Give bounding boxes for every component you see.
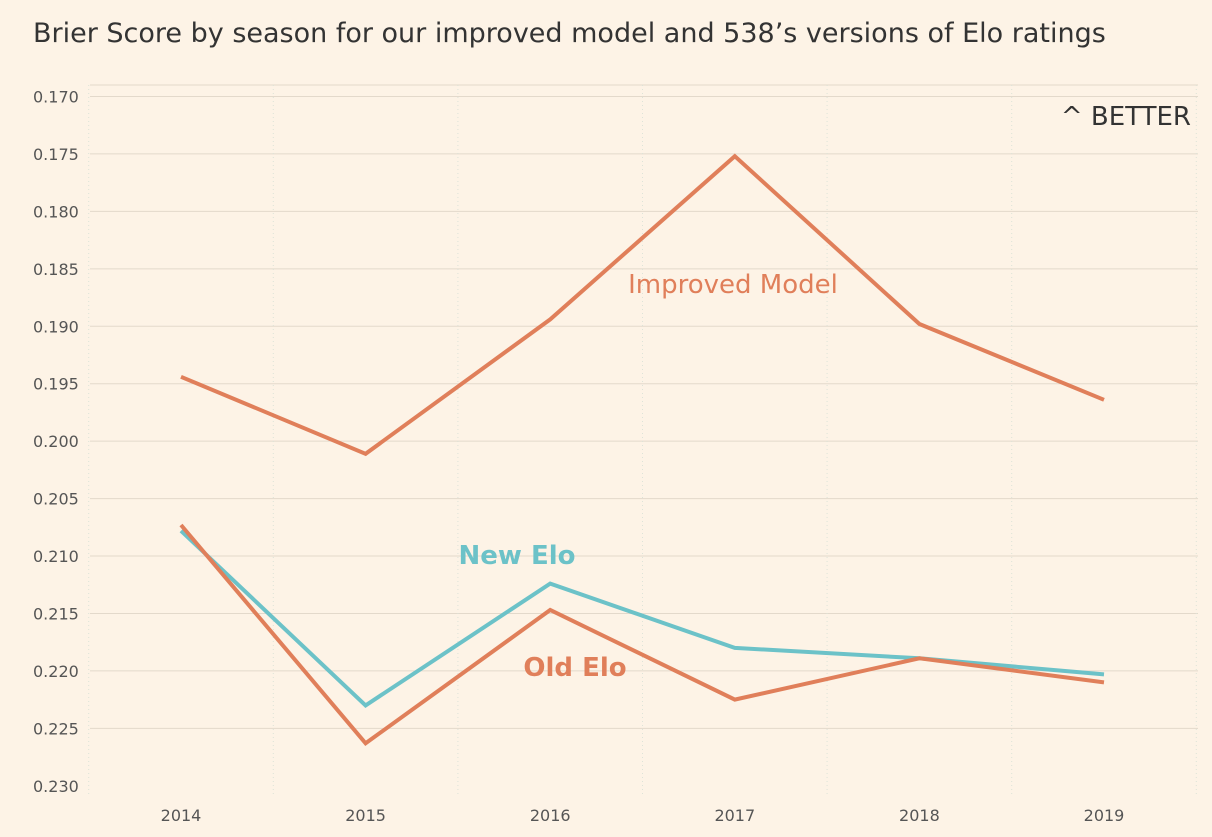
improved-model-label: Improved Model (628, 270, 838, 300)
improved-model-line (180, 153, 1105, 457)
new-elo-line (179, 529, 1105, 708)
x-tick-label: 2015 (345, 806, 386, 825)
new-elo-label: New Elo (459, 541, 576, 571)
y-tick-label: 0.175 (33, 145, 79, 164)
y-tick-label: 0.195 (33, 375, 79, 394)
x-axis: 2014 2015 2016 2017 2018 2019 (161, 806, 1125, 825)
x-tick-label: 2017 (714, 806, 755, 825)
y-tick-label: 0.220 (33, 662, 79, 681)
y-tick-label: 0.210 (33, 547, 79, 566)
series-label-layer: Improved Model New Elo Old Elo (459, 270, 838, 683)
y-tick-label: 0.190 (33, 317, 79, 336)
y-tick-label: 0.230 (33, 777, 79, 796)
x-tick-label: 2014 (161, 806, 202, 825)
y-tick-label: 0.170 (33, 87, 79, 106)
y-axis: 0.170 0.175 0.180 0.185 0.190 0.195 0.200 0.205… (33, 87, 79, 795)
better-annotation: ^ BETTER (1061, 102, 1191, 132)
y-tick-label: 0.225 (33, 719, 79, 738)
old-elo-line (179, 523, 1105, 747)
y-tick-label: 0.200 (33, 432, 79, 451)
x-tick-label: 2018 (899, 806, 940, 825)
y-tick-label: 0.205 (33, 490, 79, 509)
grid-layer (88, 84, 1198, 795)
old-elo-label: Old Elo (523, 653, 626, 683)
x-tick-label: 2016 (530, 806, 571, 825)
series-layer (179, 153, 1105, 747)
y-tick-label: 0.185 (33, 260, 79, 279)
y-tick-label: 0.215 (33, 604, 79, 623)
y-tick-label: 0.180 (33, 202, 79, 221)
chart-title: Brier Score by season for our improved m… (33, 18, 1106, 49)
x-tick-label: 2019 (1084, 806, 1125, 825)
